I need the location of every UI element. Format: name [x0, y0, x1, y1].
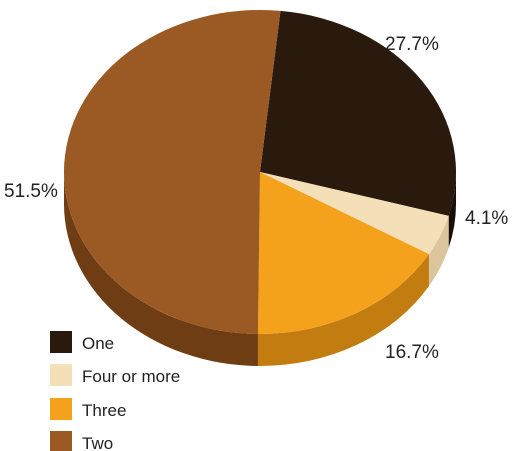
pie-top-group: [64, 10, 457, 334]
legend-swatch-three: [50, 398, 72, 420]
pie-side-two: [64, 172, 258, 366]
pie-slice-four-or-more: [260, 172, 449, 255]
pie-depth-group: [64, 172, 456, 367]
slice-label-four-or-more: 4.1%: [465, 208, 508, 229]
legend-label-two: Two: [82, 434, 113, 451]
pie-labels-group: 27.7% 4.1% 16.7% 51.5%: [4, 34, 508, 363]
legend-swatch-one: [50, 331, 72, 353]
slice-label-three: 16.7%: [385, 342, 439, 363]
pie-side-one: [448, 172, 456, 248]
legend-label-four-or-more: Four or more: [82, 367, 180, 386]
legend-label-one: One: [82, 334, 114, 353]
slice-label-two: 51.5%: [4, 181, 58, 202]
legend-label-three: Three: [82, 401, 126, 420]
legend-swatch-four-or-more: [50, 364, 72, 386]
legend-swatch-two: [50, 431, 72, 451]
slice-label-one: 27.7%: [385, 34, 439, 55]
pie-slice-two: [64, 10, 281, 334]
pie-slice-three: [257, 172, 429, 334]
pie-side-three: [257, 254, 429, 367]
pie-side-four-or-more: [428, 215, 449, 287]
legend: One Four or more Three Two: [50, 331, 180, 451]
pie-slice-one: [260, 10, 457, 216]
